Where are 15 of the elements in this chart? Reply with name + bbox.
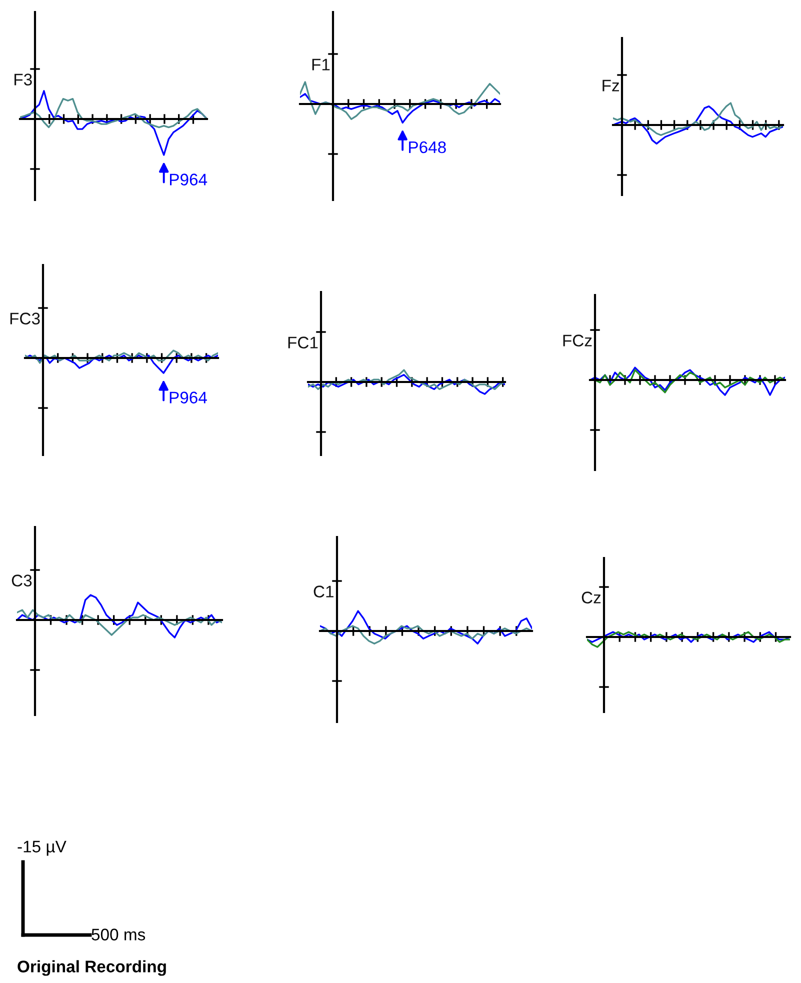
chart-title: Cz (582, 592, 601, 604)
text: Original Recording (18, 960, 166, 976)
chart-title: FC3 (10, 312, 40, 324)
chart-title: FC1 (288, 336, 318, 348)
chart-title: C1 (314, 586, 334, 598)
chart-title: F3 (14, 74, 32, 86)
text: P648 (409, 141, 446, 154)
text: P964 (170, 392, 207, 404)
chart-title: FCz (563, 334, 592, 346)
chart-title: Fz (602, 80, 619, 92)
text: -15 µV (18, 840, 66, 856)
chart-title: F1 (312, 58, 330, 70)
chart-title: C3 (12, 574, 32, 586)
text: P964 (170, 174, 208, 186)
text: 500 ms (92, 928, 146, 940)
